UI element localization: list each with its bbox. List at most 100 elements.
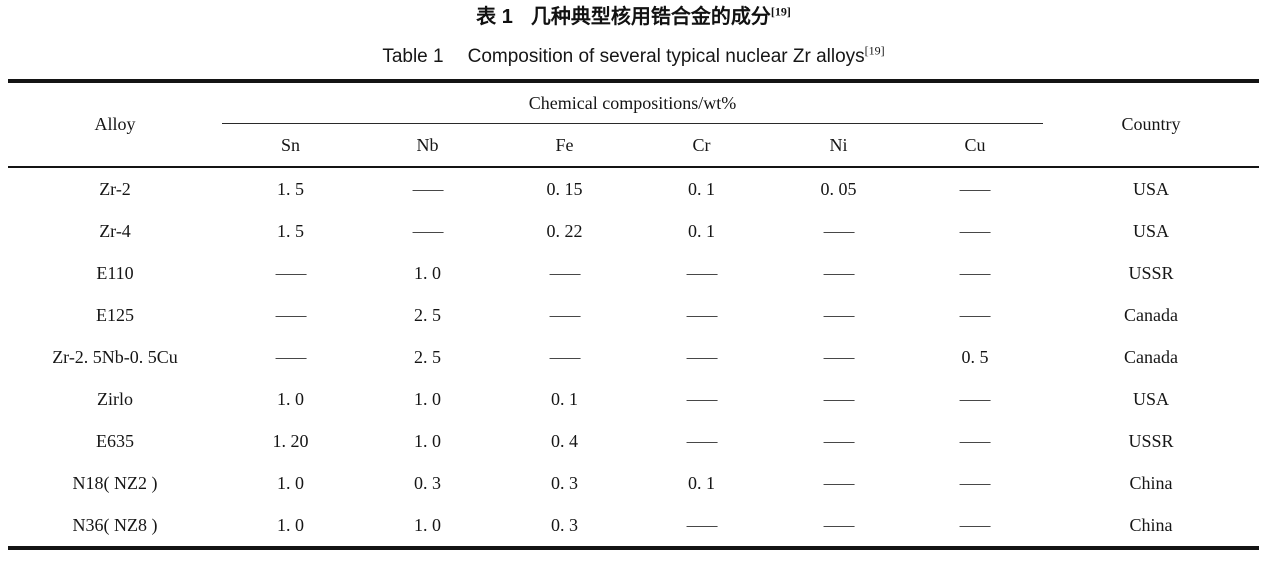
dash-placeholder: — — [686, 346, 717, 367]
cell-ni: — — [770, 336, 907, 378]
cell-fe: 0. 3 — [551, 472, 578, 493]
header-ni: Ni — [829, 134, 848, 155]
dash-placeholder: — — [823, 220, 854, 241]
reference-superscript: [19] — [864, 43, 885, 58]
cell-nb: — — [359, 210, 496, 252]
dash-placeholder: — — [412, 178, 443, 199]
table-row: N18( NZ2 ) 1. 0 0. 3 0. 3 0. 1 — — China — [8, 462, 1259, 504]
cell-country: USA — [1133, 388, 1170, 409]
cell-cu: — — [907, 294, 1043, 336]
cell-cr: — — [633, 252, 770, 294]
cell-nb: 0. 3 — [414, 472, 441, 493]
cell-ni: — — [770, 462, 907, 504]
cell-nb: 1. 0 — [414, 388, 441, 409]
cell-ni: — — [770, 420, 907, 462]
cell-cu: — — [907, 378, 1043, 420]
header-row-group: Alloy Chemical compositions/wt% Country — [8, 81, 1259, 134]
cell-country: USA — [1043, 166, 1260, 210]
cell-cr: — — [633, 420, 770, 462]
dash-placeholder: — — [686, 514, 717, 535]
cell-alloy: N36( NZ8 ) — [72, 514, 158, 535]
table-row: Zr-2. 5Nb-0. 5Cu — 2. 5 — — — 0. 5 Canad… — [8, 336, 1259, 378]
caption-chinese-label: 表 1 — [476, 6, 513, 28]
header-fe: Fe — [555, 134, 574, 155]
cell-nb: 1. 0 — [414, 514, 441, 535]
cell-sn: — — [222, 252, 359, 294]
dash-placeholder: — — [686, 430, 717, 451]
header-sn: Sn — [280, 134, 300, 155]
cell-country: China — [1129, 514, 1173, 535]
dash-placeholder: — — [959, 388, 991, 409]
dash-placeholder: — — [686, 304, 717, 325]
dash-placeholder: — — [549, 262, 580, 283]
cell-ni: — — [770, 378, 907, 420]
cell-ni: — — [770, 252, 907, 294]
cell-country: USSR — [1128, 430, 1174, 451]
dash-placeholder: — — [959, 472, 991, 493]
header-nb: Nb — [416, 134, 439, 155]
cell-alloy: N18( NZ2 ) — [72, 472, 158, 493]
reference-superscript: [19] — [770, 4, 791, 19]
caption-chinese: 表 1 几种典型核用锆合金的成分[19] — [0, 5, 1267, 29]
dash-placeholder: — — [686, 388, 717, 409]
cell-alloy: Zr-4 — [99, 220, 131, 241]
header-chemical-compositions: Chemical compositions/wt% — [222, 81, 1044, 124]
cell-fe: 0. 22 — [546, 220, 583, 241]
header-country: Country — [1121, 114, 1181, 134]
cell-fe: 0. 3 — [551, 514, 578, 535]
dash-placeholder: — — [275, 262, 306, 283]
table-row: N36( NZ8 ) 1. 0 1. 0 0. 3 — — — China — [8, 504, 1259, 548]
dash-placeholder: — — [275, 346, 306, 367]
cell-cu: — — [907, 166, 1044, 210]
cell-cr: — — [633, 336, 770, 378]
caption-chinese-title: 几种典型核用锆合金的成分 — [530, 6, 771, 28]
cell-sn: — — [222, 336, 359, 378]
cell-nb: 2. 5 — [414, 346, 441, 367]
dash-placeholder: — — [959, 178, 991, 199]
cell-sn: — — [222, 294, 359, 336]
cell-cr: — — [633, 504, 770, 548]
cell-nb: 1. 0 — [414, 262, 441, 283]
dash-placeholder: — — [959, 514, 991, 535]
cell-ni: — — [770, 504, 907, 548]
cell-sn: 1. 5 — [222, 166, 359, 210]
dash-placeholder: — — [823, 430, 854, 451]
cell-nb: 2. 5 — [414, 304, 441, 325]
cell-cr: 0. 1 — [688, 220, 715, 241]
cell-alloy: E110 — [96, 262, 134, 283]
header-cu: Cu — [964, 134, 986, 155]
cell-alloy: Zirlo — [97, 388, 133, 409]
cell-alloy: E125 — [96, 304, 134, 325]
dash-placeholder: — — [959, 262, 991, 283]
cell-fe: — — [496, 294, 633, 336]
cell-alloy: E635 — [96, 430, 134, 451]
header-row-elements: Sn Nb Fe Cr Ni Cu — [8, 124, 1259, 168]
cell-country: Canada — [1124, 346, 1178, 367]
cell-cr: 0. 1 — [688, 472, 715, 493]
cell-ni: — — [770, 294, 907, 336]
dash-placeholder: — — [959, 220, 991, 241]
cell-alloy: Zr-2. 5Nb-0. 5Cu — [52, 346, 178, 367]
cell-fe: 0. 4 — [551, 430, 578, 451]
cell-country: USSR — [1128, 262, 1174, 283]
cell-sn: 1. 0 — [277, 388, 304, 409]
cell-cr: — — [633, 294, 770, 336]
header-cr: Cr — [692, 134, 711, 155]
table-row: E110 — 1. 0 — — — — USSR — [8, 252, 1259, 294]
dash-placeholder: — — [823, 304, 854, 325]
table-row: E125 — 2. 5 — — — — Canada — [8, 294, 1259, 336]
dash-placeholder: — — [686, 262, 717, 283]
cell-country: China — [1129, 472, 1173, 493]
cell-fe: — — [496, 252, 633, 294]
cell-cu: — — [907, 252, 1043, 294]
cell-fe: — — [496, 336, 633, 378]
cell-cu: — — [907, 420, 1043, 462]
header-alloy: Alloy — [94, 114, 136, 134]
cell-cu: 0. 5 — [961, 346, 989, 367]
table-row: Zr-2 1. 5 — 0. 15 0. 1 0. 05 — USA — [8, 166, 1260, 210]
dash-placeholder: — — [959, 304, 991, 325]
dash-placeholder: — — [275, 304, 306, 325]
dash-placeholder: — — [549, 346, 580, 367]
dash-placeholder: — — [823, 514, 854, 535]
cell-country: Canada — [1124, 304, 1178, 325]
